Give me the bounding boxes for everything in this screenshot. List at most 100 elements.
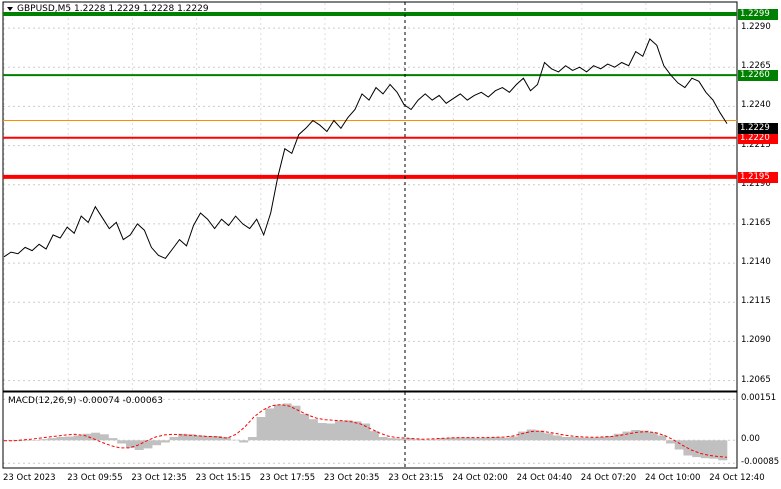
macd-tick-label: -0.00085 [741,457,780,468]
price-tick-label: 1.2115 [741,296,771,307]
macd-bar [213,436,223,441]
macd-bar [91,432,101,441]
macd-bar [413,439,423,441]
macd-bar [152,440,162,446]
macd-bar [82,433,92,441]
macd-bar [352,421,362,441]
macd-bar [544,433,554,441]
macd-bar [300,413,310,441]
macd-bar [12,440,22,442]
macd-bar [143,440,153,449]
macd-bar [526,429,536,441]
level-tag: 1.2220 [738,132,778,144]
macd-bar [21,440,31,441]
macd-bar [396,438,405,441]
price-line [3,38,728,260]
macd-bar [65,436,74,441]
macd-bar [30,440,40,441]
macd-bar [204,436,214,441]
macd-bar [343,420,353,441]
symbol-header: GBPUSD,M5 1.2228 1.2229 1.2228 1.2229 [17,4,209,14]
macd-bar [361,423,371,441]
macd-bar [500,437,510,441]
macd-bar [674,440,684,450]
macd-bar [631,430,641,441]
macd-bar [430,439,440,441]
macd-bar [491,437,501,441]
macd-bar [221,437,231,441]
triangle-down-icon[interactable] [7,7,13,11]
macd-bar [256,417,266,441]
macd-bar [369,431,379,441]
time-tick-label: 23 Oct 15:15 [195,473,252,483]
macd-bar [230,439,240,441]
time-tick-label: 24 Oct 07:20 [580,473,637,483]
macd-histogram [4,403,728,461]
macd-bar [465,437,475,441]
price-tick-label: 1.2140 [741,257,771,268]
macd-bar [692,440,702,458]
macd-bar [439,438,449,441]
time-tick-label: 24 Oct 12:40 [709,473,765,483]
macd-bar [448,437,458,441]
price-tick-label: 1.2090 [741,335,771,346]
macd-bar [265,408,275,441]
macd-bar [291,405,301,441]
time-tick-label: 23 Oct 20:35 [324,473,380,483]
price-tick-label: 1.2165 [741,217,771,228]
macd-bar [317,423,327,441]
macd-bar [718,440,728,461]
macd-bar [605,436,614,441]
macd-bar [178,433,188,441]
macd-signal-line [4,404,728,458]
macd-bar [56,437,66,441]
macd-bar [117,440,127,444]
time-tick-label: 24 Oct 02:00 [452,473,508,483]
macd-bar [195,435,205,441]
macd-bar [457,437,466,441]
macd-bar [709,440,719,459]
macd-pane-frame [2,391,738,469]
macd-bar [274,404,283,441]
macd-bar [648,432,658,441]
macd-bar [561,437,571,441]
time-tick-label: 23 Oct 17:55 [259,473,316,483]
level-tag: 1.2195 [738,171,778,183]
macd-bar [535,430,545,441]
macd-bar [4,440,13,441]
time-tick-label: 23 Oct 12:35 [131,473,187,483]
current-price-tag: 1.2229 [738,122,778,134]
macd-bar [387,438,397,441]
price-tick-label: 1.2265 [741,61,771,72]
time-tick-label: 23 Oct 09:55 [67,473,123,483]
level-tag: 1.2299 [738,8,778,20]
macd-bar [378,437,388,441]
macd-bar [422,439,432,441]
price-tick-label: 1.2290 [741,22,771,33]
macd-bar [404,438,414,441]
macd-bar [239,440,249,443]
macd-bar [596,437,606,441]
macd-bar [38,439,48,441]
price-tick-label: 1.2240 [741,100,771,111]
macd-tick-label: 0.00151 [741,393,777,404]
level-tag: 1.2260 [738,70,778,82]
level-lines[interactable] [3,11,737,179]
macd-bar [570,437,580,441]
macd-bar [552,435,562,441]
macd-bar [308,419,318,441]
macd-bar [73,435,83,441]
macd-bar [657,435,667,441]
macd-bar [474,438,484,441]
macd-bar [186,434,196,441]
macd-bar [108,438,118,441]
macd-bar [578,437,588,441]
macd-bar [335,420,344,441]
macd-bar [639,430,649,441]
time-tick-label: 23 Oct 2023 [3,473,56,483]
macd-bar [169,437,179,441]
macd-bar [700,440,710,459]
time-tick-label: 24 Oct 04:40 [516,473,573,483]
